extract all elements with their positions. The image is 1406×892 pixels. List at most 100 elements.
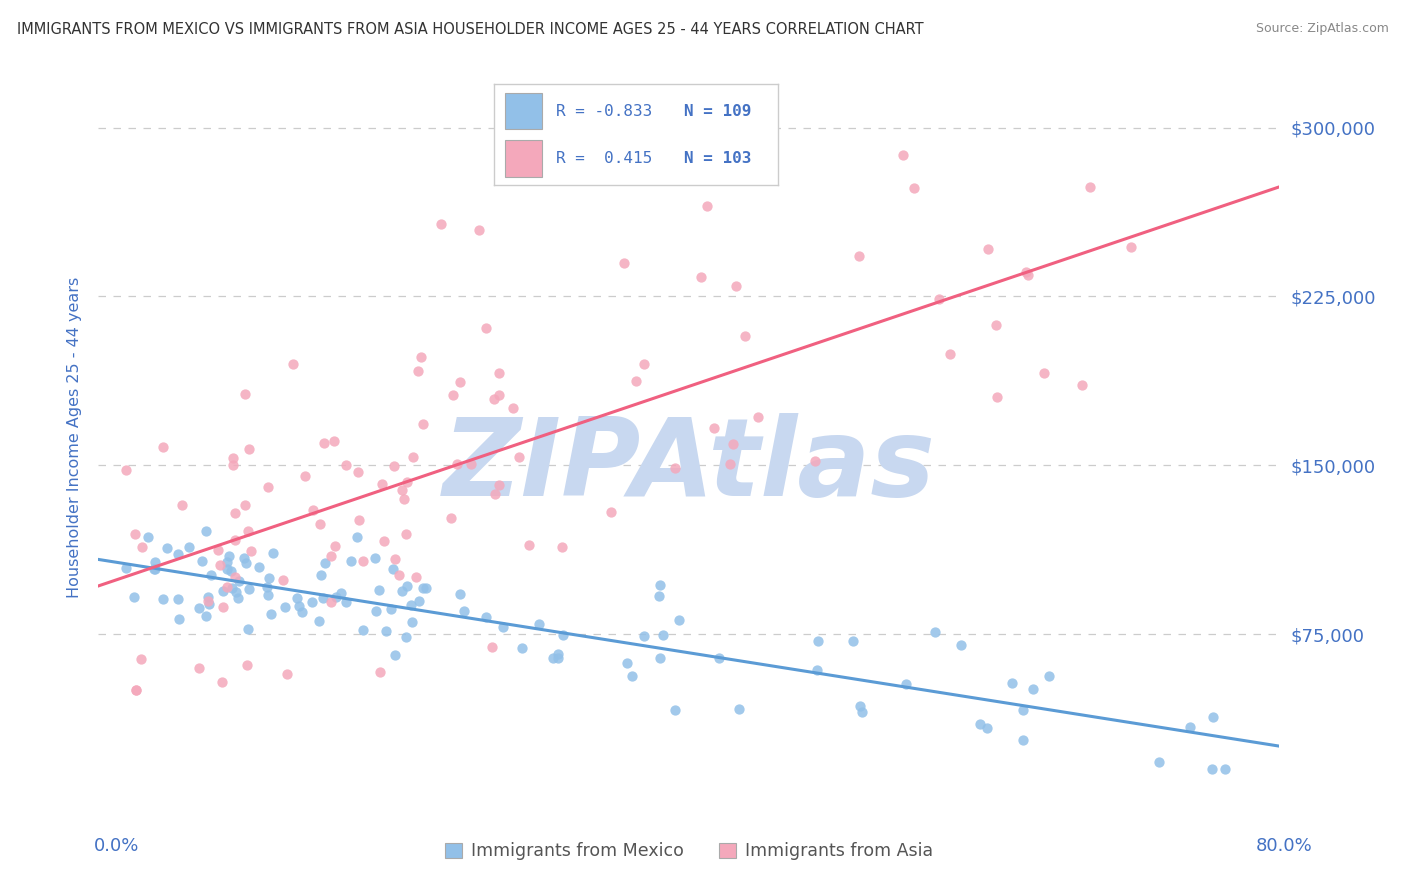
Immigrants from Asia bbox=[347, 465, 370, 479]
Immigrants from Mexico bbox=[474, 610, 496, 624]
Immigrants from Mexico bbox=[238, 582, 260, 596]
Immigrants from Asia bbox=[1070, 377, 1092, 392]
Immigrants from Asia bbox=[188, 661, 211, 675]
Immigrants from Mexico bbox=[191, 554, 214, 568]
Immigrants from Asia bbox=[517, 538, 540, 552]
Immigrants from Mexico bbox=[312, 591, 335, 605]
Immigrants from Mexico bbox=[1022, 681, 1045, 696]
Immigrants from Mexico bbox=[1147, 755, 1170, 769]
Immigrants from Mexico bbox=[1001, 675, 1024, 690]
Immigrants from Asia bbox=[309, 516, 332, 531]
Immigrants from Mexico bbox=[650, 650, 672, 665]
Immigrants from Asia bbox=[984, 318, 1007, 332]
Immigrants from Mexico bbox=[198, 597, 221, 611]
Immigrants from Mexico bbox=[375, 624, 398, 638]
Immigrants from Mexico bbox=[364, 550, 387, 565]
Immigrants from Mexico bbox=[894, 677, 917, 691]
Text: ZIPAtlas: ZIPAtlas bbox=[443, 413, 935, 519]
Immigrants from Asia bbox=[314, 436, 336, 450]
Immigrants from Asia bbox=[271, 573, 294, 587]
Immigrants from Mexico bbox=[167, 612, 190, 626]
Immigrants from Asia bbox=[388, 567, 411, 582]
Immigrants from Asia bbox=[391, 483, 413, 498]
Immigrants from Asia bbox=[114, 463, 136, 477]
Immigrants from Mexico bbox=[260, 607, 283, 622]
Immigrants from Mexico bbox=[288, 599, 311, 613]
Immigrants from Asia bbox=[294, 469, 316, 483]
Text: 0.0%: 0.0% bbox=[94, 837, 139, 855]
Immigrants from Asia bbox=[441, 388, 464, 402]
Immigrants from Mexico bbox=[648, 578, 671, 592]
Immigrants from Asia bbox=[446, 457, 468, 471]
Immigrants from Asia bbox=[396, 475, 419, 490]
Immigrants from Mexico bbox=[1178, 720, 1201, 734]
Immigrants from Asia bbox=[373, 533, 395, 548]
Immigrants from Mexico bbox=[1038, 669, 1060, 683]
Immigrants from Mexico bbox=[166, 547, 188, 561]
Immigrants from Mexico bbox=[728, 702, 751, 716]
Immigrants from Mexico bbox=[247, 559, 270, 574]
Immigrants from Asia bbox=[382, 459, 405, 474]
Immigrants from Mexico bbox=[547, 648, 569, 662]
Immigrants from Asia bbox=[803, 454, 825, 468]
Immigrants from Mexico bbox=[368, 582, 391, 597]
Immigrants from Asia bbox=[502, 401, 524, 415]
Immigrants from Asia bbox=[152, 440, 174, 454]
Immigrants from Asia bbox=[430, 217, 453, 231]
Immigrants from Asia bbox=[323, 539, 346, 553]
Immigrants from Asia bbox=[484, 392, 506, 407]
Immigrants from Mexico bbox=[152, 591, 174, 606]
Immigrants from Asia bbox=[224, 506, 246, 520]
Immigrants from Asia bbox=[488, 477, 510, 491]
Immigrants from Asia bbox=[599, 505, 621, 519]
Immigrants from Mexico bbox=[664, 703, 686, 717]
Immigrants from Asia bbox=[238, 524, 260, 539]
Y-axis label: Householder Income Ages 25 - 44 years: Householder Income Ages 25 - 44 years bbox=[67, 277, 83, 598]
Immigrants from Mexico bbox=[325, 590, 347, 604]
Immigrants from Asia bbox=[222, 451, 245, 466]
Immigrants from Mexico bbox=[453, 604, 475, 618]
Immigrants from Mexico bbox=[541, 650, 564, 665]
Immigrants from Mexico bbox=[115, 561, 138, 575]
Immigrants from Asia bbox=[224, 533, 246, 548]
Immigrants from Mexico bbox=[301, 595, 323, 609]
Immigrants from Asia bbox=[903, 181, 925, 195]
Immigrants from Mexico bbox=[1012, 733, 1035, 747]
Immigrants from Mexico bbox=[177, 540, 200, 554]
Immigrants from Asia bbox=[449, 375, 471, 389]
Immigrants from Mexico bbox=[238, 622, 260, 636]
Immigrants from Asia bbox=[928, 292, 950, 306]
Immigrants from Asia bbox=[440, 510, 463, 524]
Immigrants from Mexico bbox=[329, 585, 352, 599]
Immigrants from Asia bbox=[239, 544, 262, 558]
Immigrants from Mexico bbox=[391, 584, 413, 599]
Immigrants from Asia bbox=[460, 457, 482, 471]
Immigrants from Mexico bbox=[225, 585, 247, 599]
Immigrants from Mexico bbox=[849, 698, 872, 713]
Immigrants from Asia bbox=[468, 223, 491, 237]
Immigrants from Asia bbox=[718, 457, 741, 471]
Immigrants from Mexico bbox=[197, 590, 219, 604]
Immigrants from Mexico bbox=[924, 625, 946, 640]
Immigrants from Mexico bbox=[707, 651, 730, 665]
Immigrants from Mexico bbox=[228, 574, 250, 588]
Immigrants from Asia bbox=[302, 503, 325, 517]
Immigrants from Asia bbox=[125, 683, 148, 698]
Immigrants from Mexico bbox=[257, 571, 280, 585]
Immigrants from Asia bbox=[725, 278, 748, 293]
Immigrants from Mexico bbox=[195, 609, 218, 624]
Immigrants from Mexico bbox=[195, 524, 218, 539]
Immigrants from Asia bbox=[370, 665, 392, 679]
Text: IMMIGRANTS FROM MEXICO VS IMMIGRANTS FROM ASIA HOUSEHOLDER INCOME AGES 25 - 44 Y: IMMIGRANTS FROM MEXICO VS IMMIGRANTS FRO… bbox=[17, 22, 924, 37]
Immigrants from Asia bbox=[170, 498, 193, 512]
Immigrants from Asia bbox=[402, 450, 425, 464]
Immigrants from Mexico bbox=[143, 562, 166, 576]
Immigrants from Mexico bbox=[156, 541, 179, 555]
Immigrants from Mexico bbox=[806, 663, 828, 677]
Immigrants from Mexico bbox=[648, 589, 671, 603]
Immigrants from Asia bbox=[986, 390, 1008, 404]
Immigrants from Mexico bbox=[842, 633, 865, 648]
Immigrants from Mexico bbox=[218, 549, 240, 563]
Immigrants from Asia bbox=[384, 552, 406, 566]
Immigrants from Mexico bbox=[200, 568, 222, 582]
